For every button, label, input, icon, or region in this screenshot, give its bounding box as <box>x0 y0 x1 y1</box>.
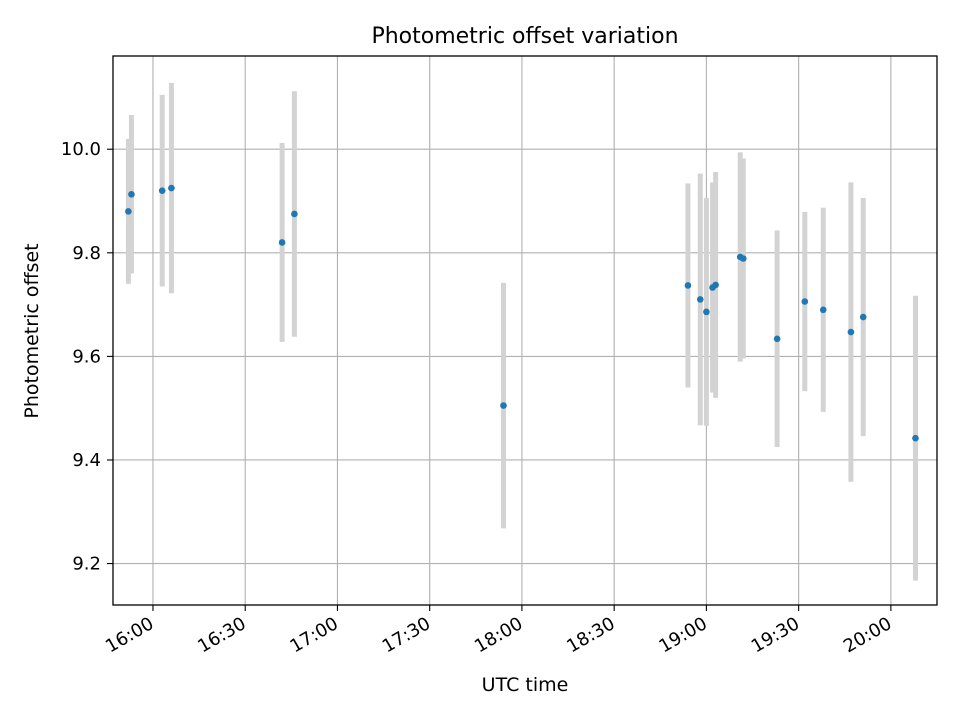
data-point <box>158 187 166 194</box>
y-tick-label: 9.2 <box>72 554 101 575</box>
data-point <box>739 255 747 262</box>
data-points <box>125 184 919 442</box>
data-point <box>712 281 719 289</box>
data-point <box>128 190 135 198</box>
data-point <box>773 335 781 343</box>
x-axis-label: UTC time <box>482 674 569 696</box>
data-point <box>859 313 867 321</box>
grid-lines <box>113 56 937 605</box>
y-tick-label: 9.4 <box>72 450 101 471</box>
data-point <box>291 210 298 218</box>
chart-title: Photometric offset variation <box>371 24 678 49</box>
data-point <box>125 208 132 215</box>
data-point <box>684 282 692 289</box>
data-point <box>703 308 710 316</box>
y-axis-label: Photometric offset <box>21 243 43 418</box>
plot-area-frame <box>112 55 938 606</box>
y-tick-label: 9.8 <box>72 243 101 264</box>
y-tick-label: 9.6 <box>72 346 101 367</box>
data-point <box>801 298 809 305</box>
data-point <box>278 239 286 246</box>
data-point <box>500 402 507 409</box>
data-point <box>819 306 827 314</box>
data-point <box>696 296 704 303</box>
data-point <box>912 434 919 442</box>
data-point <box>168 184 175 192</box>
data-point <box>847 328 855 336</box>
y-tick-label: 10.0 <box>61 139 101 160</box>
